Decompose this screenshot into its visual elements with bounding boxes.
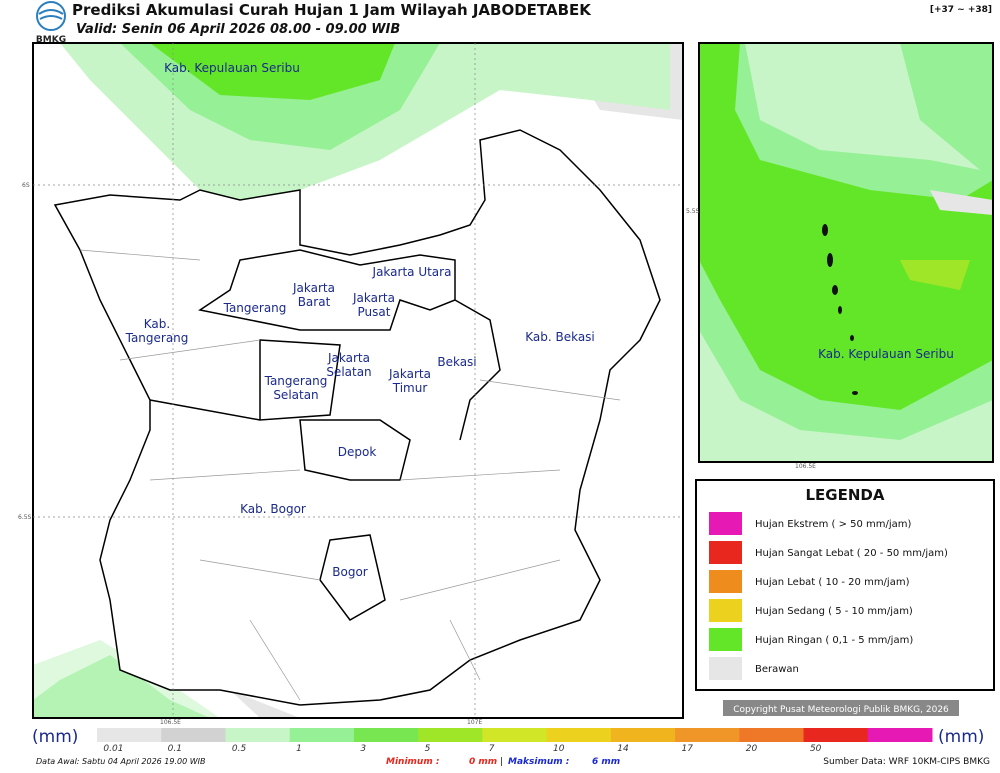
legend-label: Berawan bbox=[755, 664, 799, 675]
logo: BMKG bbox=[36, 1, 66, 45]
colorbar-segment bbox=[97, 728, 162, 742]
colorbar-label: 0.5 bbox=[232, 744, 247, 754]
legend-label: Hujan Sedang ( 5 - 10 mm/jam) bbox=[755, 606, 913, 617]
map-label: Kab. Kepulauan Seribu bbox=[164, 61, 300, 75]
copyright-box bbox=[723, 700, 959, 716]
map-label: Kab. Tangerang bbox=[125, 317, 189, 345]
legend-label: Hujan Ekstrem ( > 50 mm/jam) bbox=[755, 519, 912, 530]
colorbar-label: 20 bbox=[746, 744, 758, 754]
legend: LEGENDA Hujan Ekstrem ( > 50 mm/jam) Huja… bbox=[695, 479, 995, 691]
colorbar-label: 3 bbox=[360, 744, 366, 754]
logo-text: BMKG bbox=[36, 35, 66, 45]
map-label: Jakarta Utara bbox=[372, 265, 452, 279]
separator: | bbox=[500, 757, 503, 767]
coord-label: 5.5S bbox=[686, 208, 700, 215]
colorbar-segment bbox=[225, 728, 291, 742]
map-label: Tangerang bbox=[223, 301, 287, 315]
map-label: Jakarta Barat bbox=[292, 281, 335, 309]
colorbar-label: 0.1 bbox=[168, 744, 182, 754]
legend-label: Hujan Sangat Lebat ( 20 - 50 mm/jam) bbox=[755, 548, 948, 559]
coord-label: 106.5E bbox=[160, 719, 181, 726]
legend-label: Hujan Lebat ( 10 - 20 mm/jam) bbox=[755, 577, 910, 588]
legend-swatch bbox=[709, 599, 742, 622]
colorbar-segment bbox=[418, 728, 483, 742]
colorbar-label: 50 bbox=[810, 744, 822, 754]
max-label: Maksimum : bbox=[508, 757, 569, 767]
colorbar-label: 10 bbox=[553, 744, 565, 754]
map-label: Kab. Bekasi bbox=[525, 330, 595, 344]
min-label: Minimum : bbox=[386, 757, 439, 767]
legend-swatch bbox=[709, 628, 742, 651]
inset-label: Kab. Kepulauan Seribu bbox=[818, 347, 954, 361]
map-label: Kab. Bogor bbox=[240, 502, 306, 516]
map-label: Bogor bbox=[332, 565, 368, 579]
colorbar-label: 5 bbox=[425, 744, 431, 754]
legend-swatch bbox=[709, 512, 742, 535]
title: Prediksi Akumulasi Curah Hujan 1 Jam Wil… bbox=[72, 1, 592, 19]
colorbar-label: 17 bbox=[682, 744, 694, 754]
coord-label: 106.5E bbox=[795, 463, 816, 470]
legend-swatch bbox=[709, 541, 742, 564]
colorbar-segment bbox=[482, 728, 548, 742]
unit: (mm) bbox=[32, 727, 78, 747]
unit: (mm) bbox=[938, 727, 984, 747]
coord-label: 6.5S bbox=[18, 514, 32, 521]
colorbar-segment bbox=[675, 728, 740, 742]
colorbar-label: 1 bbox=[296, 744, 302, 754]
colorbar-label: 0.01 bbox=[103, 744, 123, 754]
main-map bbox=[32, 42, 684, 719]
map-label: Jakarta Pusat bbox=[352, 291, 395, 319]
valid: Valid: Senin 06 April 2026 08.00 - 09.00… bbox=[76, 22, 400, 37]
legend-swatch bbox=[709, 570, 742, 593]
colorbar-segment bbox=[161, 728, 226, 742]
colorbar-segment bbox=[546, 728, 612, 742]
coord-label: 107E bbox=[467, 719, 482, 726]
min-value: 0 mm bbox=[469, 757, 497, 767]
legend-swatch bbox=[709, 657, 742, 680]
colorbar-segment bbox=[803, 728, 869, 742]
map-label: Depok bbox=[338, 445, 377, 459]
map-label: Bekasi bbox=[437, 355, 476, 369]
source: Sumber Data: WRF 10KM-CIPS BMKG bbox=[823, 757, 990, 767]
colorbar-segment bbox=[867, 728, 933, 742]
colorbar-segment bbox=[739, 728, 805, 742]
colorbar-segment bbox=[289, 728, 355, 742]
colorbar-segment bbox=[353, 728, 419, 742]
coord-label: 6S bbox=[22, 182, 30, 189]
colorbar-label: 14 bbox=[617, 744, 629, 754]
map-label: Tangerang Selatan bbox=[264, 374, 328, 402]
colorbar-segment bbox=[610, 728, 676, 742]
colorbar: 0.01 0.1 0.5 1 3 5 7 10 14 17 20 50 bbox=[97, 728, 933, 754]
map-label: Jakarta Selatan bbox=[326, 351, 371, 379]
range: [+37 ~ +38] bbox=[930, 5, 992, 15]
legend-title: LEGENDA bbox=[806, 486, 885, 504]
data-awal: Data Awal: Sabtu 04 April 2026 19.00 WIB bbox=[36, 757, 206, 766]
max-value: 6 mm bbox=[592, 757, 620, 767]
copyright: Copyright Pusat Meteorologi Publik BMKG,… bbox=[733, 705, 949, 715]
map-label: Jakarta Timur bbox=[388, 367, 431, 395]
legend-label: Hujan Ringan ( 0,1 - 5 mm/jam) bbox=[755, 635, 913, 646]
colorbar-label: 7 bbox=[489, 744, 495, 754]
inset-map bbox=[698, 42, 994, 463]
